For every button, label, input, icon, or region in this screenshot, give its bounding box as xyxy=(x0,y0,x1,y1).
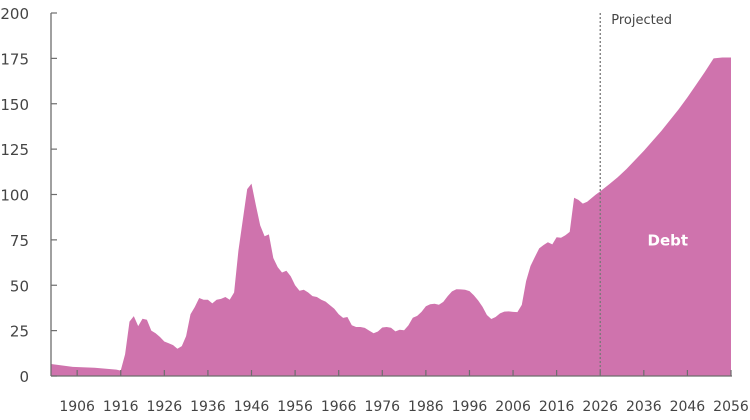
x-tick-label: 2056 xyxy=(713,399,749,415)
projected-label: Projected xyxy=(611,13,672,28)
x-tick-label: 1906 xyxy=(59,399,95,415)
y-tick-label: 0 xyxy=(19,368,29,386)
x-tick-label: 1956 xyxy=(277,399,313,415)
y-tick-label: 75 xyxy=(10,232,29,250)
x-tick-label: 2036 xyxy=(626,399,662,415)
y-tick-label: 175 xyxy=(0,50,29,68)
y-tick-label: 100 xyxy=(0,187,29,205)
x-tick-label: 1996 xyxy=(452,399,488,415)
y-tick-label: 150 xyxy=(0,96,29,114)
y-tick-label: 200 xyxy=(0,5,29,23)
x-tick-label: 2016 xyxy=(539,399,575,415)
debt-series-label: Debt xyxy=(648,231,689,249)
y-tick-label: 125 xyxy=(0,141,29,159)
x-tick-label: 1916 xyxy=(103,399,139,415)
x-tick-label: 1936 xyxy=(190,399,226,415)
x-tick-label: 2006 xyxy=(495,399,531,415)
x-tick-label: 1946 xyxy=(234,399,270,415)
x-tick-label: 1986 xyxy=(408,399,444,415)
x-tick-label: 2026 xyxy=(582,399,618,415)
x-tick-label: 1926 xyxy=(147,399,183,415)
debt-area xyxy=(51,57,731,376)
x-tick-label: 1976 xyxy=(364,399,400,415)
y-tick-label: 25 xyxy=(10,323,29,341)
x-tick-label: 1966 xyxy=(321,399,357,415)
x-tick-label: 2046 xyxy=(670,399,706,415)
y-tick-label: 50 xyxy=(10,277,29,295)
